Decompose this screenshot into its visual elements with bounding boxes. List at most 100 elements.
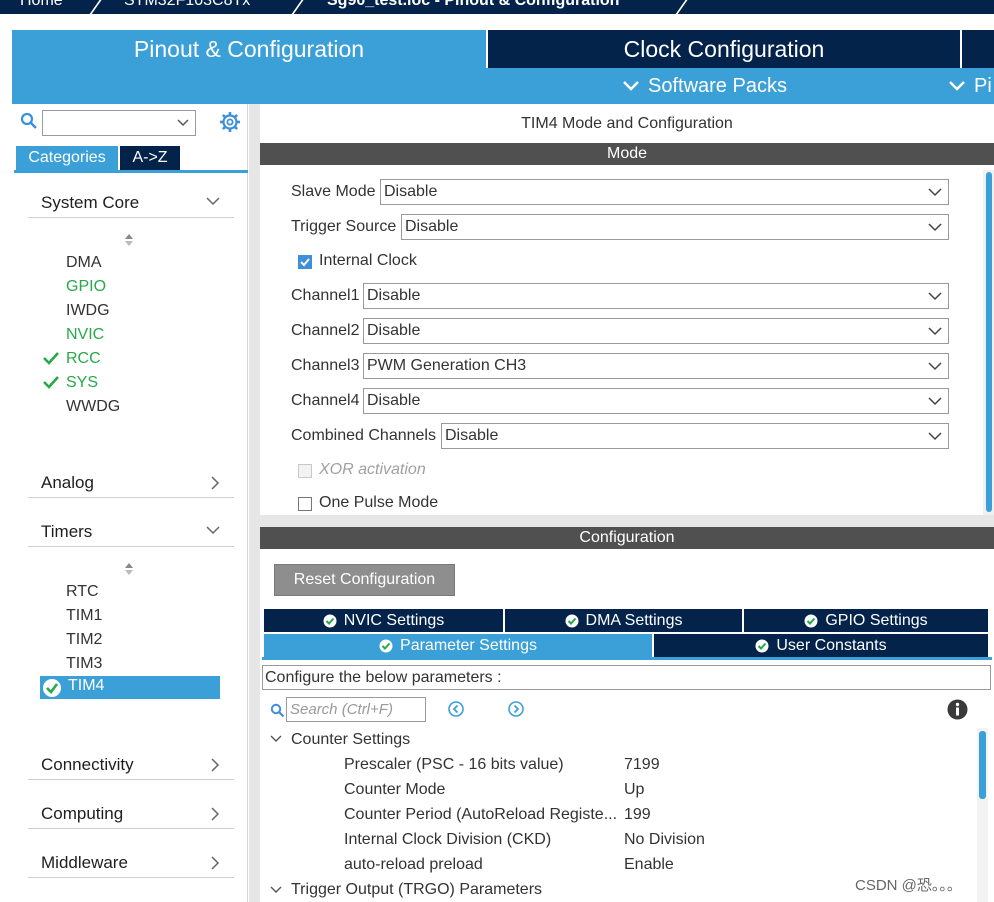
list-item-wwdg[interactable]: WWDG (66, 398, 121, 415)
channel2-select[interactable]: Disable (363, 318, 949, 344)
parameter-search-input[interactable]: Search (Ctrl+F) (286, 697, 426, 722)
param-value-auto-reload-preload[interactable]: Enable (624, 856, 674, 873)
tabs-underline (14, 170, 248, 173)
chevron-down-icon (928, 292, 942, 301)
list-item-rtc[interactable]: RTC (66, 583, 99, 600)
check-icon (43, 376, 59, 389)
slave-mode-select[interactable]: Disable (380, 179, 949, 205)
chevron-down-icon (928, 432, 942, 441)
list-item-tim3[interactable]: TIM3 (66, 655, 103, 672)
next-match-icon[interactable] (508, 701, 524, 717)
chevron-down-icon (928, 188, 942, 197)
breadcrumb-chip[interactable]: STM32F103C8Tx (124, 0, 251, 9)
chevron-right-icon (211, 856, 220, 870)
channel4-label: Channel4 (291, 392, 360, 409)
slave-mode-label: Slave Mode (291, 183, 376, 200)
param-value-prescaler[interactable]: 7199 (624, 756, 660, 773)
list-item-tim4-selected[interactable]: TIM4 (40, 676, 220, 699)
tree-group-counter-settings[interactable]: Counter Settings (291, 731, 411, 748)
channel1-select[interactable]: Disable (363, 283, 949, 309)
previous-match-icon[interactable] (448, 701, 464, 717)
category-label: Middleware (41, 852, 128, 872)
chevron-down-icon (928, 397, 942, 406)
one-pulse-mode-checkbox[interactable] (298, 497, 312, 511)
list-item-rcc[interactable]: RCC (66, 350, 101, 367)
category-middleware[interactable]: Middleware (28, 848, 234, 878)
tab-nvic-settings[interactable]: NVIC Settings (264, 609, 503, 632)
tree-group-trigger-output[interactable]: Trigger Output (TRGO) Parameters (291, 881, 543, 898)
tab-extra[interactable] (962, 30, 994, 68)
category-connectivity[interactable]: Connectivity (28, 750, 234, 780)
reset-configuration-button[interactable]: Reset Configuration (274, 564, 455, 596)
chevron-right-icon (211, 758, 220, 772)
breadcrumb-file[interactable]: Sg90_test.ioc - Pinout & Configuration (327, 0, 620, 9)
tab-label: Parameter Settings (400, 636, 537, 654)
pinout-menu[interactable]: Pi (948, 68, 992, 104)
check-circle-icon (804, 614, 818, 627)
sort-icon[interactable] (124, 562, 134, 576)
select-value: Disable (367, 392, 421, 409)
list-item-gpio[interactable]: GPIO (66, 278, 107, 295)
chevron-down-icon[interactable] (270, 735, 282, 744)
sort-icon[interactable] (124, 233, 134, 247)
param-name-clock-division: Internal Clock Division (CKD) (344, 831, 552, 848)
list-item-label: TIM4 (68, 677, 105, 694)
mode-scrollbar-thumb[interactable] (986, 172, 992, 512)
search-icon (270, 703, 285, 718)
chevron-down-icon[interactable] (270, 886, 282, 895)
category-label: Computing (41, 803, 124, 823)
tab-user-constants[interactable]: User Constants (654, 634, 988, 657)
internal-clock-checkbox[interactable] (298, 255, 312, 269)
category-analog[interactable]: Analog (28, 468, 234, 498)
list-item-tim2[interactable]: TIM2 (66, 631, 103, 648)
category-label: Connectivity (41, 754, 134, 774)
select-value: Disable (384, 183, 438, 200)
breadcrumb-home[interactable]: Home (20, 0, 63, 9)
combined-channels-select[interactable]: Disable (441, 423, 949, 449)
channel4-select[interactable]: Disable (363, 388, 949, 414)
param-name-counter-period: Counter Period (AutoReload Registe... (344, 806, 618, 823)
tabs-underline (262, 657, 992, 660)
configuration-section-header[interactable]: Configuration (260, 527, 994, 549)
parameter-scrollbar-thumb[interactable] (979, 731, 986, 799)
list-item-tim1[interactable]: TIM1 (66, 607, 103, 624)
tab-parameter-settings[interactable]: Parameter Settings (264, 634, 652, 657)
category-system-core[interactable]: System Core (28, 188, 234, 218)
chevron-down-icon (928, 223, 942, 232)
param-value-counter-period[interactable]: 199 (624, 806, 651, 823)
pinout-menu-label: Pi (974, 74, 992, 97)
select-value: Disable (367, 322, 421, 339)
parameter-scrollbar[interactable] (977, 728, 988, 902)
software-packs-menu[interactable]: Software Packs (622, 68, 787, 104)
tab-clock-configuration[interactable]: Clock Configuration (488, 30, 960, 68)
combined-channels-label: Combined Channels (291, 427, 436, 444)
param-value-clock-division[interactable]: No Division (624, 831, 705, 848)
channel1-label: Channel1 (291, 287, 360, 304)
list-item-iwdg[interactable]: IWDG (66, 302, 110, 319)
channel3-select[interactable]: PWM Generation CH3 (363, 353, 949, 379)
tab-pinout-configuration[interactable]: Pinout & Configuration (12, 30, 486, 68)
panel-splitter[interactable] (249, 104, 260, 902)
tab-label: User Constants (776, 636, 887, 654)
list-item-nvic[interactable]: NVIC (66, 326, 105, 343)
tab-categories[interactable]: Categories (16, 146, 118, 170)
category-timers[interactable]: Timers (28, 517, 234, 547)
chevron-down-icon (206, 526, 220, 535)
category-search-input[interactable] (42, 110, 196, 136)
gear-icon[interactable] (219, 111, 241, 133)
tab-dma-settings[interactable]: DMA Settings (505, 609, 742, 632)
param-value-counter-mode[interactable]: Up (624, 781, 645, 798)
parameter-hint: Configure the below parameters : (262, 665, 991, 690)
chevron-down-icon (206, 197, 220, 206)
select-value: Disable (367, 287, 421, 304)
list-item-dma[interactable]: DMA (66, 254, 102, 271)
category-computing[interactable]: Computing (28, 799, 234, 829)
list-item-sys[interactable]: SYS (66, 374, 99, 391)
mode-section-header[interactable]: Mode (260, 143, 994, 165)
trigger-source-select[interactable]: Disable (401, 214, 949, 240)
section-splitter[interactable] (260, 515, 994, 527)
select-value: Disable (445, 427, 499, 444)
tab-gpio-settings[interactable]: GPIO Settings (744, 609, 988, 632)
info-icon[interactable] (947, 699, 968, 720)
tab-a-to-z[interactable]: A->Z (120, 146, 180, 170)
